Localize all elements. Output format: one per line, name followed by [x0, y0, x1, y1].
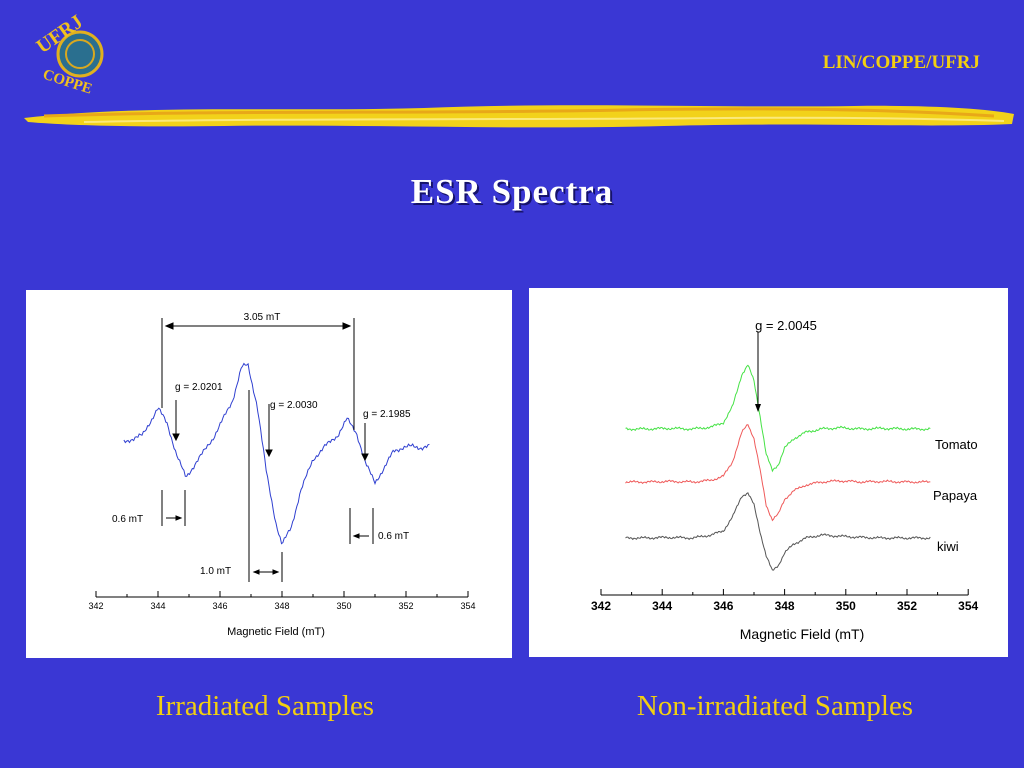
annotation-g-2-0030: g = 2.0030: [270, 400, 318, 411]
series-line-papaya: [625, 424, 931, 522]
annotation-0-6-mt-left: 0.6 mT: [112, 514, 143, 525]
irradiated-x-tick-label: 354: [460, 601, 475, 611]
chart-panel-non-irradiated: 342 344 346 348 350 352 354 g = 2.0045 Tomato …: [529, 288, 1008, 657]
caption-irradiated: Irradiated Samples: [155, 690, 375, 722]
ufrj-coppe-logo: UFRJ COPPE: [33, 11, 104, 98]
annotation-1-0-mt: 1.0 mT: [200, 566, 231, 577]
non-irradiated-x-tick-label: 346: [713, 599, 733, 613]
series-line-tomato: [625, 364, 931, 473]
irradiated-x-tick-label: 344: [150, 601, 165, 611]
x-axis-label-irradiated: Magnetic Field (mT): [227, 626, 325, 638]
annotation-g-2-1985: g = 2.1985: [363, 409, 411, 420]
non-irradiated-x-tick-label: 350: [836, 599, 856, 613]
annotation-0-6-mt-right: 0.6 mT: [378, 531, 409, 542]
non-irradiated-x-tick-label: 342: [591, 599, 611, 613]
irradiated-x-tick-label: 346: [212, 601, 227, 611]
irradiated-x-tick-label: 350: [336, 601, 351, 611]
legend-label-tomato: Tomato: [935, 437, 978, 452]
series-line-irradiated: [123, 362, 430, 545]
non-irradiated-x-tick-label: 344: [652, 599, 672, 613]
chart-panel-irradiated: 342 344 346 348 350 352 354 3.05: [26, 290, 512, 658]
irradiated-x-tick-label: 342: [88, 601, 103, 611]
annotation-g-2-0045: g = 2.0045: [755, 318, 817, 333]
irradiated-x-tick-label: 352: [398, 601, 413, 611]
header-org-label: LIN/COPPE/UFRJ: [822, 52, 980, 73]
brush-stroke-divider: [24, 105, 1014, 128]
non-irradiated-x-tick-label: 354: [958, 599, 978, 613]
non-irradiated-x-tick-label: 352: [897, 599, 917, 613]
series-line-kiwi: [625, 492, 931, 571]
caption-non-irradiated: Non-irradiated Samples: [636, 690, 914, 722]
esr-chart-non-irradiated: 342 344 346 348 350 352 354 g = 2.0045 Tomato …: [591, 318, 979, 642]
logo-globe-inner: [65, 39, 95, 69]
annotation-markers: [161, 318, 374, 582]
page-title: ESR Spectra: [410, 172, 614, 211]
g-marker-arrowhead: [755, 404, 761, 412]
logo-globe: [56, 30, 104, 78]
annotation-g-2-0201: g = 2.0201: [175, 382, 223, 393]
irradiated-x-tick-label: 348: [274, 601, 289, 611]
annotation-3-05-mt: 3.05 mT: [244, 312, 281, 323]
x-axis-label-non-irradiated: Magnetic Field (mT): [740, 626, 864, 642]
non-irradiated-x-tick-label: 348: [775, 599, 795, 613]
legend-label-papaya: Papaya: [933, 488, 978, 503]
esr-chart-irradiated: 342 344 346 348 350 352 354 3.05: [88, 312, 475, 638]
legend-label-kiwi: kiwi: [937, 539, 959, 554]
